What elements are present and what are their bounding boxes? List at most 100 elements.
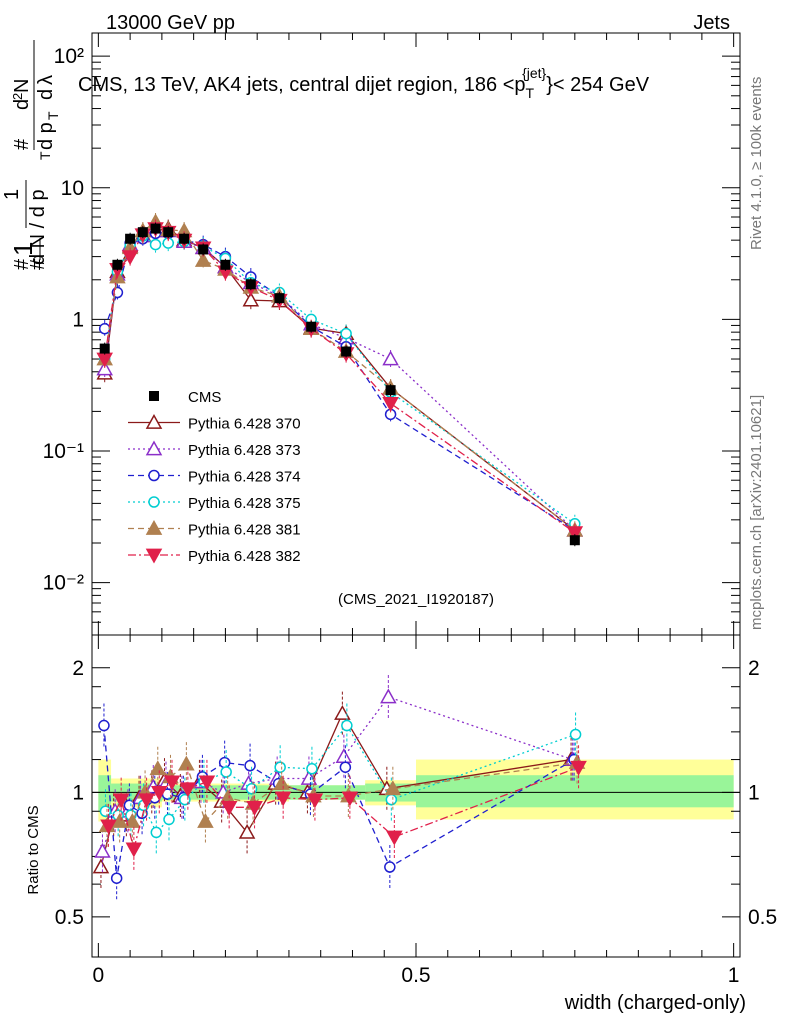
svg-text:d p: d p — [35, 122, 57, 150]
data-point — [340, 327, 352, 340]
data-point — [96, 360, 113, 376]
legend-marker — [148, 496, 160, 508]
data-point — [245, 279, 256, 290]
ratio-point — [197, 812, 214, 828]
legend-item: Pythia 6.428 373 — [128, 440, 301, 459]
data-point — [163, 227, 174, 238]
legend-item: Pythia 6.428 370 — [128, 413, 301, 433]
svg-text:1: 1 — [1, 189, 23, 200]
ratio-point — [569, 728, 582, 741]
svg-text:2: 2 — [10, 93, 25, 100]
data-point — [569, 535, 580, 546]
svg-text:1: 1 — [8, 242, 38, 256]
legend-marker — [145, 519, 163, 535]
plot-title: CMS, 13 TeV, AK4 jets, central dijet reg… — [78, 65, 650, 101]
legend-marker — [148, 469, 160, 482]
y-tick-label: 10 — [61, 177, 84, 200]
legend-marker — [145, 413, 163, 429]
svg-text:#: # — [27, 258, 49, 270]
svg-text:#: # — [11, 258, 33, 270]
ratio-band-inner — [98, 775, 112, 812]
ratio-point — [112, 793, 130, 809]
ratio-y-tick-label-right: 2 — [748, 657, 760, 680]
svg-text:#: # — [11, 138, 33, 150]
x-tick-label: 1 — [728, 964, 740, 987]
legend-label: Pythia 6.428 381 — [188, 522, 301, 539]
svg-text:d: d — [11, 99, 33, 110]
ratio-y-axis-label: Ratio to CMS — [25, 805, 42, 894]
legend-label: Pythia 6.428 373 — [188, 442, 301, 459]
series-cms — [99, 222, 580, 547]
ratio-point — [138, 793, 155, 809]
data-point — [149, 238, 162, 251]
data-point — [385, 385, 396, 396]
ratio-point — [111, 812, 128, 828]
data-point — [198, 244, 209, 255]
legend-label: Pythia 6.428 374 — [188, 469, 301, 486]
ratio-band-inner — [416, 775, 734, 808]
ratio-point — [306, 763, 318, 775]
legend-marker — [145, 548, 163, 564]
ratio-point — [198, 775, 216, 791]
ratio-point — [339, 761, 352, 773]
title-main: CMS, 13 TeV, AK4 jets, central dijet reg… — [78, 74, 526, 96]
ratio-point — [220, 800, 238, 816]
title-end: }< 254 GeV — [546, 74, 650, 96]
legend-label: Pythia 6.428 382 — [188, 548, 301, 565]
data-point — [274, 293, 285, 304]
legend-item: Pythia 6.428 374 — [128, 469, 301, 486]
ratio-y-tick-label-right: 1 — [748, 781, 760, 804]
svg-text:T: T — [37, 151, 53, 160]
svg-text:d N / d p: d N / d p — [27, 189, 49, 265]
ratio-series-5 — [100, 745, 587, 871]
ratio-point — [244, 759, 256, 772]
ratio-point — [274, 791, 292, 807]
y-tick-label: 10² — [54, 45, 84, 68]
x-axis-label: width (charged-only) — [564, 992, 746, 1014]
title-sup: {jet} — [522, 65, 546, 81]
ratio-point — [125, 842, 143, 858]
ratio-point — [151, 785, 168, 801]
data-point — [220, 259, 231, 270]
data-point — [306, 321, 317, 332]
y-tick-label: 1 — [72, 308, 84, 331]
ratio-point — [220, 766, 232, 778]
ratio-point — [385, 793, 398, 806]
ratio-y-tick-label-right: 0.5 — [748, 906, 777, 929]
data-point — [179, 233, 190, 244]
ratio-point — [341, 719, 353, 732]
y-tick-label: 10⁻¹ — [43, 440, 84, 463]
ratio-point — [274, 761, 286, 773]
ratio-point — [341, 791, 359, 807]
data-point — [150, 223, 161, 234]
ratio-point — [246, 800, 263, 816]
data-point — [341, 346, 352, 357]
svg-text:d: d — [35, 89, 57, 100]
reference-label: (CMS_2021_I1920187) — [338, 591, 494, 608]
ratio-y-tick-label: 1 — [72, 781, 84, 804]
ratio-point — [306, 793, 324, 809]
ratio-point — [570, 760, 587, 776]
x-tick-label: 0 — [93, 964, 105, 987]
ratio-panel: 0 0.5 1 2 2 1 1 0.5 0.5 — [55, 634, 777, 987]
main-y-formula: # 1 d N / d p T # d 2 N d p T d λ — [1, 40, 61, 270]
ratio-point — [149, 760, 167, 776]
legend-item: CMS — [149, 389, 221, 406]
ratio-frame — [91, 634, 741, 958]
legend-marker — [145, 440, 163, 456]
ratio-point — [334, 705, 351, 720]
header-left: 13000 GeV pp — [106, 12, 235, 34]
data-point — [242, 291, 260, 307]
ratio-point — [273, 775, 290, 790]
ratio-point — [94, 842, 111, 858]
ratio-point — [218, 756, 231, 769]
data-point — [121, 250, 139, 266]
rivet-label: Rivet 4.1.0, ≥ 100k events — [748, 77, 765, 250]
ratio-point — [100, 819, 117, 835]
data-point — [125, 233, 136, 244]
legend-item: Pythia 6.428 375 — [128, 495, 301, 512]
title-sub: T — [526, 85, 535, 101]
ratio-point — [110, 872, 123, 884]
data-point — [194, 252, 212, 267]
